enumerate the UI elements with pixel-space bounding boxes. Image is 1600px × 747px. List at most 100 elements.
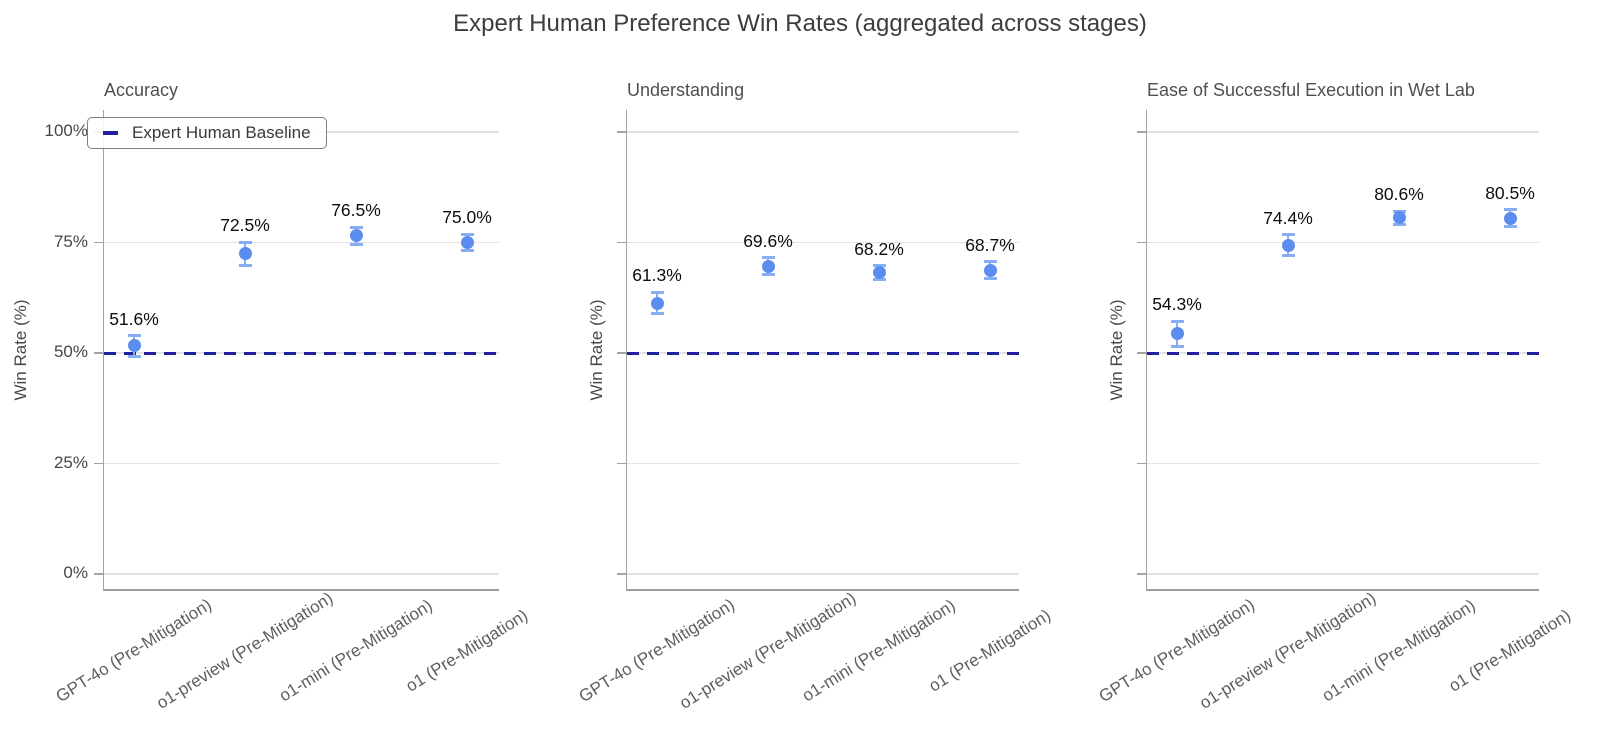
y-axis-tick bbox=[616, 131, 626, 133]
x-tick-label: o1-preview (Pre-Mitigation) bbox=[153, 588, 337, 713]
baseline-dash-icon bbox=[103, 131, 118, 135]
data-point-dot bbox=[650, 296, 664, 310]
legend-box: Expert Human Baseline bbox=[87, 117, 327, 149]
error-bar-cap-top bbox=[872, 264, 886, 268]
y-axis-label: Win Rate (%) bbox=[1107, 299, 1126, 401]
y-axis-tick bbox=[616, 241, 626, 244]
panel-title: Ease of Successful Execution in Wet Lab bbox=[1147, 80, 1475, 100]
gridline bbox=[627, 573, 1019, 575]
error-bar-cap-top bbox=[127, 334, 141, 338]
gridline bbox=[1147, 131, 1539, 133]
y-axis-tick bbox=[93, 352, 103, 354]
gridline bbox=[627, 131, 1019, 133]
y-tick-label: 75% bbox=[53, 231, 88, 251]
error-bar-cap-top bbox=[1503, 208, 1517, 212]
y-axis-label: Win Rate (%) bbox=[587, 299, 606, 401]
error-bar-cap-top bbox=[983, 260, 997, 264]
y-tick-label: 0% bbox=[63, 563, 88, 582]
error-bar-cap-bottom bbox=[872, 277, 886, 281]
data-point-dot bbox=[1281, 238, 1295, 252]
y-tick-label: 25% bbox=[53, 452, 88, 472]
data-point-value-label: 80.6% bbox=[1374, 184, 1424, 205]
gridline bbox=[627, 462, 1019, 465]
gridline bbox=[627, 241, 1019, 244]
y-axis-tick bbox=[93, 241, 103, 244]
plot-area: 54.3% GPT-4o (Pre-Mitigation) 74.4% o1-prev… bbox=[1096, 110, 1574, 713]
error-bar-cap-top bbox=[1170, 319, 1184, 323]
plot-area: 51.6% GPT-4o (Pre-Mitigation) 72.5% o1-prev… bbox=[53, 110, 531, 713]
error-bar-cap-bottom bbox=[238, 263, 252, 267]
error-bar-cap-top bbox=[460, 232, 474, 236]
data-point-value-label: 75.0% bbox=[442, 207, 492, 228]
error-bar-cap-top bbox=[1281, 233, 1295, 237]
gridline bbox=[1147, 462, 1539, 465]
data-point-dot bbox=[983, 263, 997, 277]
error-bar-cap-top bbox=[1392, 209, 1406, 213]
gridline bbox=[1147, 241, 1539, 244]
data-point-value-label: 74.4% bbox=[1263, 207, 1313, 228]
data-point-value-label: 69.6% bbox=[743, 230, 793, 251]
error-bar-cap-top bbox=[761, 256, 775, 260]
error-bar-cap-top bbox=[238, 240, 252, 244]
data-point-value-label: 51.6% bbox=[109, 308, 159, 329]
data-point-dot bbox=[238, 247, 252, 261]
gridline bbox=[104, 573, 499, 575]
data-point-dot bbox=[1503, 211, 1517, 225]
data-point-value-label: 61.3% bbox=[632, 265, 682, 286]
legend-label: Expert Human Baseline bbox=[132, 123, 311, 142]
baseline-line bbox=[1147, 351, 1539, 355]
y-axis-label: Win Rate (%) bbox=[11, 299, 30, 401]
chart-title: Expert Human Preference Win Rates (aggre… bbox=[453, 10, 1147, 37]
y-axis-tick bbox=[616, 352, 626, 354]
y-axis-tick bbox=[1136, 241, 1146, 244]
data-point-dot bbox=[349, 229, 363, 243]
data-point-value-label: 68.2% bbox=[854, 238, 904, 259]
data-point-dot bbox=[127, 339, 141, 353]
data-point-value-label: 54.3% bbox=[1152, 294, 1202, 315]
y-tick-label: 50% bbox=[53, 342, 88, 361]
subplot-panel: Ease of Successful Execution in Wet Lab 5… bbox=[1096, 0, 1574, 747]
gridline bbox=[104, 462, 499, 465]
subplot-panel: Understanding 61.3% GPT-4o (Pre-Mitigation… bbox=[576, 0, 1054, 747]
data-point-value-label: 68.7% bbox=[965, 234, 1015, 255]
data-point-dot bbox=[761, 259, 775, 273]
error-bar-cap-bottom bbox=[761, 273, 775, 277]
error-bar-cap-top bbox=[650, 290, 664, 294]
data-point-dot bbox=[1392, 211, 1406, 225]
y-axis-tick bbox=[1136, 352, 1146, 354]
y-axis-tick bbox=[1136, 462, 1146, 465]
x-tick-label: o1-preview (Pre-Mitigation) bbox=[676, 588, 860, 713]
error-bar-cap-bottom bbox=[349, 242, 363, 246]
subplot-panel: Accuracy 51.6% GPT-4o (Pre-Mitigation) 72.5… bbox=[11, 0, 531, 747]
y-axis-tick bbox=[616, 462, 626, 465]
data-point-dot bbox=[1170, 327, 1184, 341]
plot-area: 61.3% GPT-4o (Pre-Mitigation) 69.6% o1-prev… bbox=[576, 110, 1054, 713]
y-axis-tick bbox=[1136, 573, 1146, 575]
error-bar-cap-bottom bbox=[1281, 253, 1295, 257]
error-bar-cap-bottom bbox=[127, 354, 141, 358]
error-bar-cap-bottom bbox=[650, 312, 664, 316]
gridline bbox=[1147, 573, 1539, 575]
baseline-line bbox=[627, 351, 1019, 355]
y-axis-tick bbox=[1136, 131, 1146, 133]
y-axis-tick bbox=[616, 573, 626, 575]
error-bar-cap-bottom bbox=[460, 249, 474, 253]
error-bar-cap-bottom bbox=[983, 277, 997, 281]
error-bar-cap-bottom bbox=[1503, 225, 1517, 229]
x-tick-label: o1-preview (Pre-Mitigation) bbox=[1196, 588, 1380, 713]
data-point-dot bbox=[872, 266, 886, 280]
baseline-line bbox=[104, 351, 499, 355]
y-axis-tick bbox=[93, 573, 103, 575]
data-point-value-label: 72.5% bbox=[220, 215, 270, 236]
panel-title: Accuracy bbox=[104, 80, 179, 100]
error-bar-cap-bottom bbox=[1170, 345, 1184, 349]
data-point-value-label: 80.5% bbox=[1485, 182, 1535, 203]
panel-title: Understanding bbox=[627, 80, 745, 100]
y-tick-label: 100% bbox=[44, 121, 88, 140]
gridline bbox=[104, 241, 499, 244]
error-bar-cap-top bbox=[349, 225, 363, 229]
data-point-dot bbox=[460, 236, 474, 249]
error-bar-cap-bottom bbox=[1392, 222, 1406, 226]
y-axis-tick bbox=[93, 462, 103, 465]
